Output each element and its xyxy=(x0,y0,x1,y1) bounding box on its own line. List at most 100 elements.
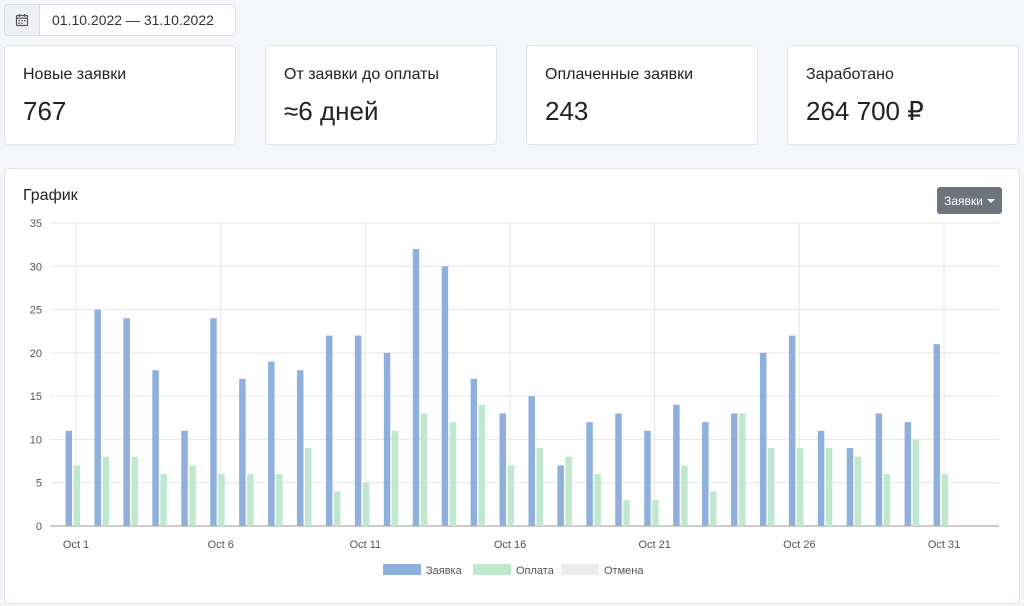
bar-oplata xyxy=(594,474,601,526)
bar-oplata xyxy=(276,474,283,526)
bar-zayavka xyxy=(904,422,912,526)
bar-zayavka xyxy=(65,430,73,526)
bar-oplata xyxy=(189,465,196,526)
bar-oplata xyxy=(131,456,138,526)
bar-zayavka xyxy=(412,248,420,526)
bar-zayavka xyxy=(673,404,680,526)
bar-zayavka xyxy=(268,361,275,526)
stat-card-earned: Заработано 264 700 ₽ xyxy=(787,45,1019,145)
bar-oplata xyxy=(449,422,457,526)
bar-oplata xyxy=(710,491,717,526)
bar-oplata xyxy=(941,474,949,526)
caret-down-icon xyxy=(986,198,995,203)
bar-oplata xyxy=(565,456,572,526)
legend-label: Отмена xyxy=(604,565,644,577)
bar-oplata xyxy=(333,491,341,526)
stat-value: 767 xyxy=(23,96,67,126)
bar-oplata xyxy=(825,448,833,526)
bar-oplata xyxy=(420,413,428,526)
bar-oplata xyxy=(796,448,804,526)
x-tick-label: Oct 26 xyxy=(783,539,815,551)
bar-oplata xyxy=(536,448,543,526)
stat-card-new-requests: Новые заявки 767 xyxy=(4,45,236,145)
chart-panel: График Заявки 0 5 10 15 20 25 30 35 Oct 1 Oct 6 Oc… xyxy=(4,168,1020,604)
bar-oplata xyxy=(738,413,746,526)
bar-zayavka xyxy=(441,266,449,526)
bar-zayavka xyxy=(181,430,188,526)
bar-oplata xyxy=(73,465,81,526)
bar-oplata xyxy=(102,456,109,526)
stat-label: Заработано xyxy=(806,66,894,83)
bar-oplata xyxy=(478,404,486,526)
bar-zayavka xyxy=(702,422,709,526)
bar-oplata xyxy=(767,448,775,526)
calendar-icon[interactable] xyxy=(5,5,40,35)
stat-card-time-to-payment: От заявки до оплаты ≈6 дней xyxy=(265,45,497,145)
stat-label: От заявки до оплаты xyxy=(284,66,439,83)
series-dropdown-label: Заявки xyxy=(944,193,983,208)
bar-zayavka xyxy=(759,352,767,526)
stat-value: ≈6 дней xyxy=(284,96,379,126)
bar-zayavka xyxy=(644,430,651,526)
bar-oplata xyxy=(391,430,399,526)
stat-value: 264 700 ₽ xyxy=(806,96,924,126)
bar-zayavka xyxy=(354,335,362,526)
bar-oplata xyxy=(681,465,688,526)
stat-card-paid-requests: Оплаченные заявки 243 xyxy=(526,45,758,145)
bar-zayavka xyxy=(730,413,738,526)
bar-oplata xyxy=(305,448,312,526)
legend-swatch xyxy=(473,564,511,575)
bar-zayavka xyxy=(933,344,941,526)
bar-oplata xyxy=(623,500,630,526)
legend-label: Заявка xyxy=(426,565,463,577)
bar-zayavka xyxy=(210,318,217,526)
bar-oplata xyxy=(883,474,891,526)
bar-zayavka xyxy=(499,413,507,526)
x-tick-label: Oct 16 xyxy=(494,539,526,551)
y-tick-label: 35 xyxy=(30,218,42,230)
bar-zayavka xyxy=(325,335,333,526)
bar-zayavka xyxy=(586,422,593,526)
y-tick-label: 10 xyxy=(30,434,42,446)
bar-zayavka xyxy=(528,396,535,526)
bar-zayavka xyxy=(846,448,854,526)
bar-oplata xyxy=(854,456,862,526)
legend-swatch xyxy=(561,564,599,575)
x-tick-label: Oct 6 xyxy=(208,539,234,551)
legend-swatch xyxy=(383,564,421,575)
bar-oplata xyxy=(652,500,659,526)
y-tick-label: 30 xyxy=(30,261,42,273)
chart-title: График xyxy=(23,187,78,204)
bar-zayavka xyxy=(875,413,883,526)
bar-oplata xyxy=(362,482,370,526)
bar-oplata xyxy=(247,474,254,526)
stat-value: 243 xyxy=(545,96,589,126)
x-tick-label: Oct 21 xyxy=(638,539,670,551)
bar-oplata xyxy=(507,465,515,526)
bar-zayavka xyxy=(817,430,825,526)
bar-zayavka xyxy=(383,352,391,526)
bar-oplata xyxy=(160,474,167,526)
date-range-picker[interactable]: 01.10.2022 — 31.10.2022 xyxy=(4,4,236,36)
bar-chart: 0 5 10 15 20 25 30 35 Oct 1 Oct 6 Oct 11 Oct 16 Oct … xyxy=(30,218,999,577)
bar-zayavka xyxy=(94,309,101,526)
bar-zayavka xyxy=(297,370,304,526)
bar-zayavka xyxy=(788,335,796,526)
bar-oplata xyxy=(912,439,920,526)
bar-zayavka xyxy=(557,465,564,526)
bar-zayavka xyxy=(123,318,130,526)
x-tick-label: Oct 1 xyxy=(63,539,89,551)
bar-zayavka xyxy=(615,413,622,526)
bar-oplata xyxy=(218,474,225,526)
legend-label: Оплата xyxy=(516,565,555,577)
y-tick-label: 0 xyxy=(36,521,42,533)
x-tick-label: Oct 11 xyxy=(350,539,382,551)
y-tick-label: 20 xyxy=(30,348,42,360)
y-tick-label: 5 xyxy=(36,478,42,490)
date-range-value[interactable]: 01.10.2022 — 31.10.2022 xyxy=(52,12,214,28)
bar-zayavka xyxy=(239,378,246,526)
x-tick-label: Oct 31 xyxy=(928,539,960,551)
series-dropdown-button[interactable]: Заявки xyxy=(937,187,1002,214)
y-tick-label: 25 xyxy=(30,305,42,317)
bar-zayavka xyxy=(470,378,478,526)
